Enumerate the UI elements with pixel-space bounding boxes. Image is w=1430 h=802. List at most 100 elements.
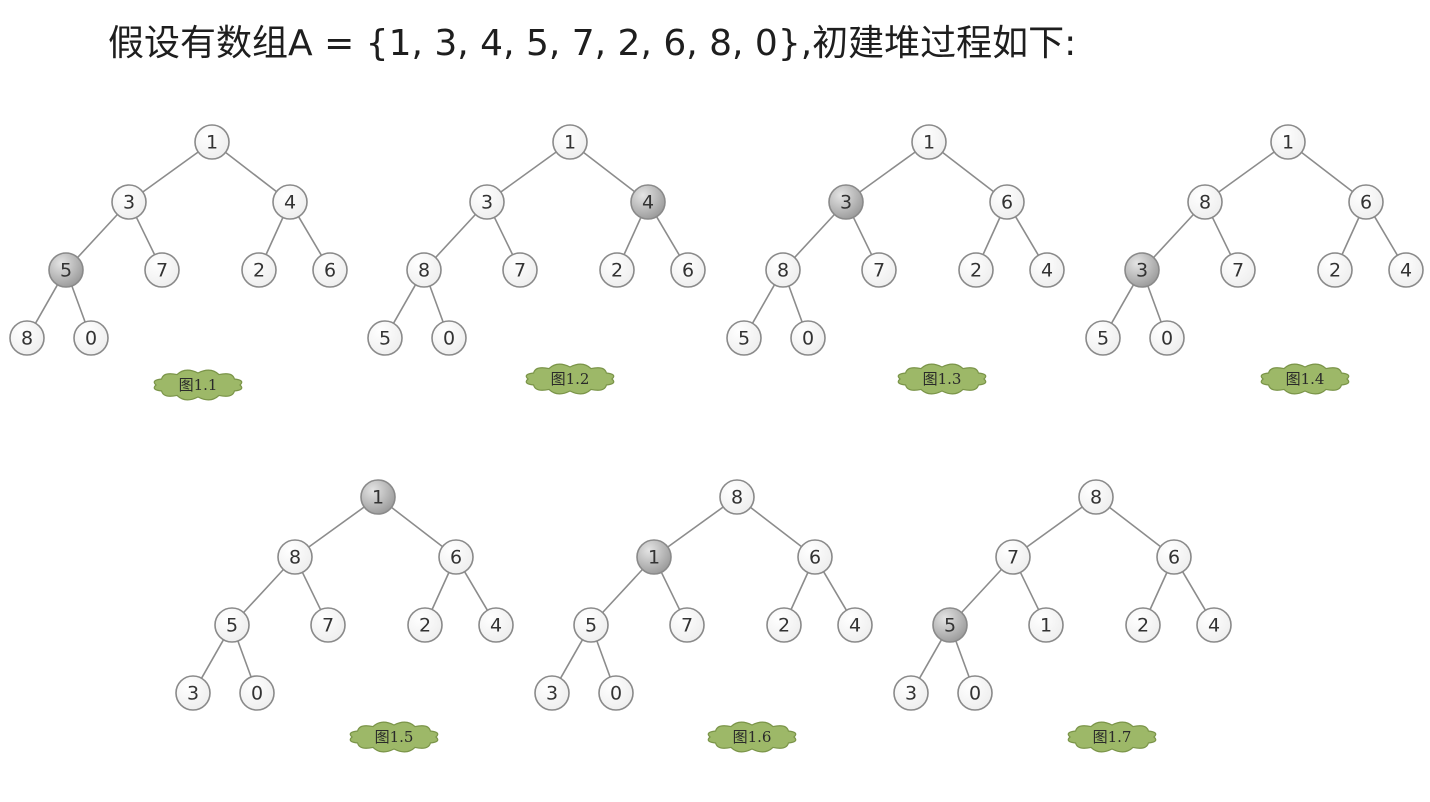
tree-edge <box>237 640 252 678</box>
tree-node: 0 <box>790 320 826 356</box>
caption-label: 图1.7 <box>1093 728 1132 746</box>
node-circle <box>111 184 147 220</box>
heap-tree-7: 8 7 6 5 1 2 4 3 0 图1.7 <box>893 479 1232 753</box>
tree-edge <box>435 213 476 259</box>
node-value: 2 <box>778 615 790 637</box>
tree-edge <box>301 571 322 611</box>
tree-edge <box>1026 506 1083 548</box>
node-circle <box>1156 539 1192 575</box>
tree-edge <box>429 285 444 323</box>
tree-edge <box>751 284 776 324</box>
tree-node: 7 <box>502 252 538 288</box>
figure-caption: 图1.7 <box>1067 721 1157 753</box>
tree-node: 1 <box>194 124 230 160</box>
tree-edge <box>1147 285 1162 323</box>
tree-node: 2 <box>766 607 802 643</box>
node-value: 3 <box>1136 260 1148 282</box>
heap-tree-3: 1 3 6 8 7 2 4 5 0 图1.3 <box>726 124 1065 395</box>
tree-edge <box>750 506 802 548</box>
node-value: 3 <box>546 683 558 705</box>
node-value: 4 <box>849 615 861 637</box>
highlighted-node: 3 <box>828 184 864 220</box>
tree-node: 6 <box>989 184 1025 220</box>
node-circle <box>1124 252 1160 288</box>
tree-edge <box>794 213 835 259</box>
tree-edge <box>142 151 199 193</box>
node-value: 6 <box>682 260 694 282</box>
node-circle <box>911 124 947 160</box>
tree-node: 7 <box>995 539 1031 575</box>
tree-edge <box>1181 571 1207 611</box>
node-circle <box>1149 320 1185 356</box>
node-circle <box>636 539 672 575</box>
highlighted-node: 1 <box>636 539 672 575</box>
node-value: 2 <box>253 260 265 282</box>
caption-cloud-shape <box>707 721 797 753</box>
node-circle <box>573 607 609 643</box>
node-value: 0 <box>1161 328 1173 350</box>
tree-edge <box>265 217 284 255</box>
caption-label: 图1.4 <box>1286 370 1325 388</box>
heap-tree-6: 8 1 6 5 7 2 4 3 0 图1.6 <box>534 479 873 753</box>
node-circle <box>1029 252 1065 288</box>
node-circle <box>360 479 396 515</box>
tree-node: 6 <box>1348 184 1384 220</box>
tree-node: 3 <box>534 675 570 711</box>
node-value: 7 <box>1232 260 1244 282</box>
tree-edge <box>71 285 86 323</box>
node-value: 5 <box>60 260 72 282</box>
node-value: 4 <box>642 192 654 214</box>
tree-node: 6 <box>670 252 706 288</box>
tree-edge <box>667 506 724 548</box>
node-value: 6 <box>1001 192 1013 214</box>
tree-node: 4 <box>478 607 514 643</box>
tree-edge <box>788 285 803 323</box>
tree-node: 7 <box>861 252 897 288</box>
caption-label: 图1.3 <box>923 370 962 388</box>
caption-cloud-shape <box>525 363 615 395</box>
node-value: 3 <box>123 192 135 214</box>
node-circle <box>670 252 706 288</box>
tree-node: 1 <box>911 124 947 160</box>
tree-edge <box>34 284 59 324</box>
figure-caption: 图1.4 <box>1260 363 1350 395</box>
node-value: 4 <box>284 192 296 214</box>
tree-edge <box>77 213 118 259</box>
node-value: 4 <box>1208 615 1220 637</box>
node-value: 2 <box>419 615 431 637</box>
node-circle <box>598 675 634 711</box>
figure-caption: 图1.6 <box>707 721 797 753</box>
node-value: 0 <box>610 683 622 705</box>
node-circle <box>1196 607 1232 643</box>
node-circle <box>241 252 277 288</box>
node-value: 4 <box>490 615 502 637</box>
node-circle <box>175 675 211 711</box>
node-value: 0 <box>443 328 455 350</box>
node-value: 6 <box>324 260 336 282</box>
tree-node: 1 <box>1270 124 1306 160</box>
node-circle <box>932 607 968 643</box>
tree-edge <box>392 284 417 324</box>
tree-node: 0 <box>598 675 634 711</box>
node-value: 2 <box>1137 615 1149 637</box>
tree-node: 3 <box>893 675 929 711</box>
tree-edge <box>500 151 557 193</box>
tree-node: 2 <box>407 607 443 643</box>
highlighted-node: 5 <box>48 252 84 288</box>
node-circle <box>272 184 308 220</box>
tree-node: 8 <box>406 252 442 288</box>
node-value: 7 <box>322 615 334 637</box>
tree-node: 6 <box>438 539 474 575</box>
tree-edge <box>623 217 642 255</box>
node-circle <box>766 607 802 643</box>
heap-tree-5: 1 8 6 5 7 2 4 3 0 图1.5 <box>175 479 514 753</box>
highlighted-node: 1 <box>360 479 396 515</box>
node-circle <box>957 675 993 711</box>
tree-edge <box>918 639 943 679</box>
tree-node: 0 <box>431 320 467 356</box>
heap-tree-1: 1 3 4 5 7 2 6 8 0 图1.1 <box>9 124 348 401</box>
tree-node: 1 <box>552 124 588 160</box>
caption-cloud-shape <box>1067 721 1157 753</box>
node-circle <box>1085 320 1121 356</box>
tree-node: 2 <box>241 252 277 288</box>
